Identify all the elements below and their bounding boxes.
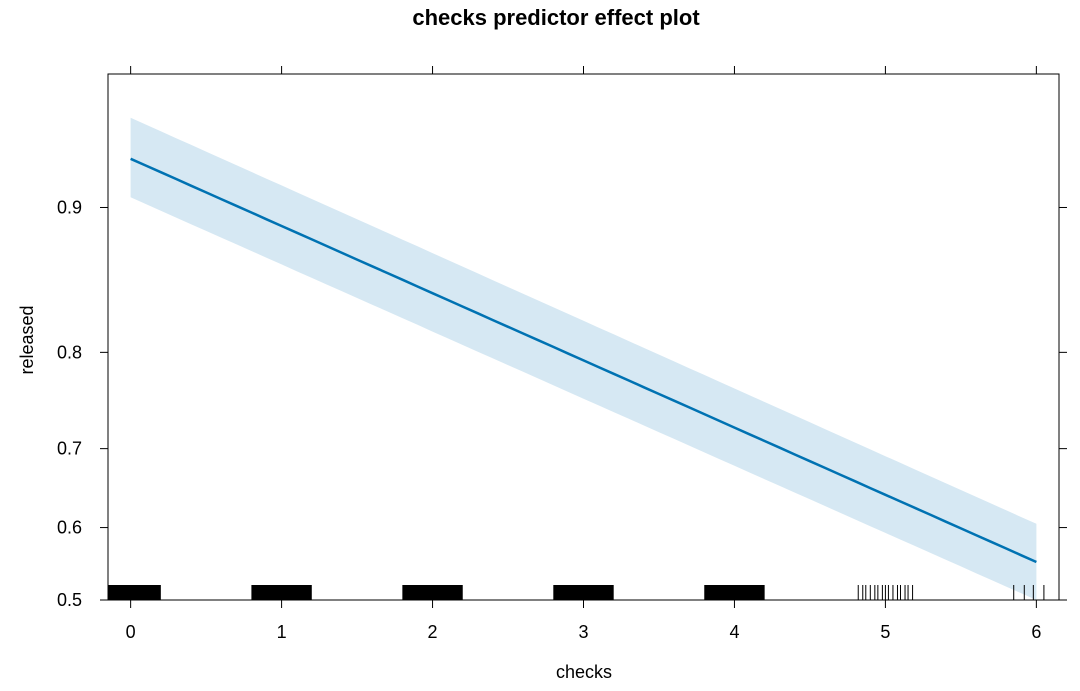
chart-title: checks predictor effect plot xyxy=(412,5,700,30)
x-tick-label: 2 xyxy=(428,622,438,642)
y-tick-label: 0.7 xyxy=(57,439,82,459)
x-tick-label: 0 xyxy=(126,622,136,642)
y-axis: 0.5 0.6 0.7 0.8 0.9 xyxy=(57,197,1067,610)
rug-block xyxy=(704,585,765,600)
confidence-band-layer xyxy=(130,117,1037,600)
y-axis-label: released xyxy=(17,305,37,374)
y-tick-label: 0.8 xyxy=(57,342,82,362)
confidence-band xyxy=(130,117,1037,600)
rug-layer xyxy=(108,585,1045,600)
rug-block xyxy=(553,585,614,600)
fit-line-layer xyxy=(130,157,1037,564)
x-tick-label: 4 xyxy=(729,622,739,642)
y-tick-label: 0.5 xyxy=(57,590,82,610)
y-tick-label: 0.6 xyxy=(57,518,82,538)
x-tick-label: 3 xyxy=(578,622,588,642)
x-tick-label: 5 xyxy=(880,622,890,642)
x-tick-label: 1 xyxy=(277,622,287,642)
y-tick-label: 0.9 xyxy=(57,197,82,217)
x-axis: 0 1 2 3 4 5 6 xyxy=(126,66,1041,642)
rug-block xyxy=(108,585,161,600)
rug-block xyxy=(251,585,312,600)
x-axis-label: checks xyxy=(556,662,612,682)
fit-line xyxy=(130,157,1037,564)
rug-block xyxy=(402,585,463,600)
x-tick-label: 6 xyxy=(1031,622,1041,642)
